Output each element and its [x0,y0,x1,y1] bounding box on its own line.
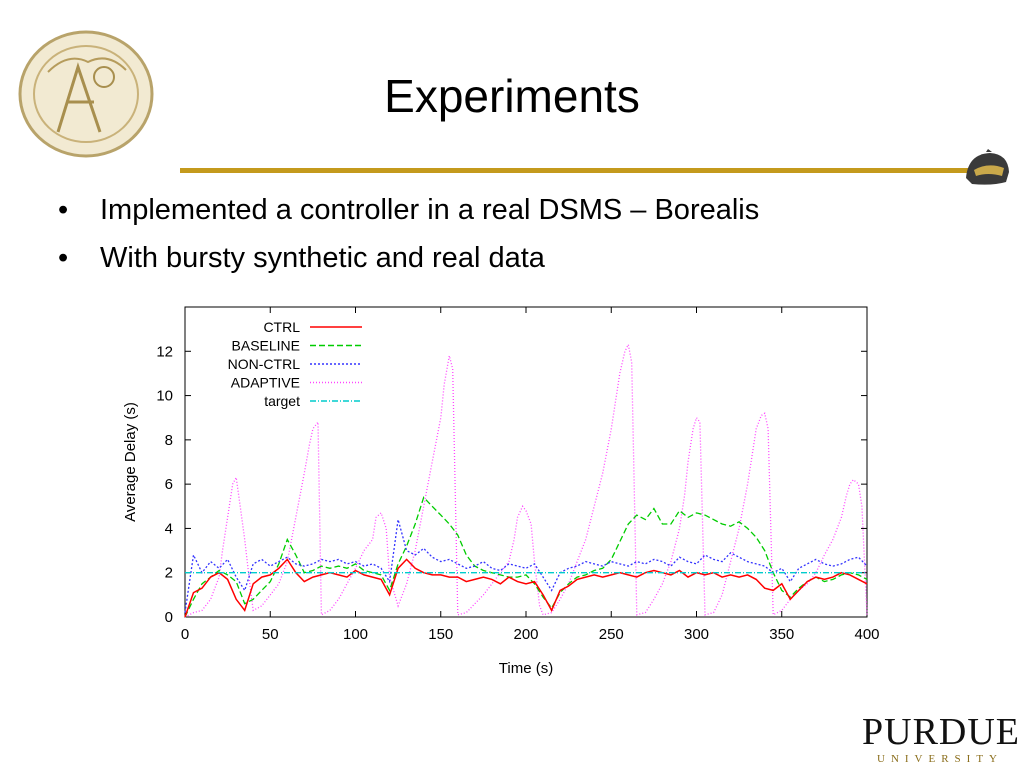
title-divider [180,168,980,173]
x-tick-label: 350 [769,626,794,643]
x-tick-label: 250 [599,626,624,643]
y-tick-label: 6 [165,476,173,493]
x-axis-label: Time (s) [499,660,553,677]
bullet-item: • With bursty synthetic and real data [58,234,759,282]
plot-frame [184,306,868,618]
x-tick-label: 200 [513,626,538,643]
y-tick-label: 8 [165,432,173,449]
y-axis-label: Average Delay (s) [122,402,139,522]
purdue-seal-logo [18,30,154,158]
bullet-item: • Implemented a controller in a real DSMS… [58,186,759,234]
bullet-text: With bursty synthetic and real data [100,242,545,274]
legend-label: BASELINE [232,338,300,354]
bullet-text: Implemented a controller in a real DSMS … [100,194,760,226]
legend-label: target [264,393,300,409]
bullet-list: • Implemented a controller in a real DSMS… [58,186,759,282]
logo-subtitle: UNIVERSITY [877,753,1003,765]
legend-label: CTRL [263,319,300,335]
legend-label: ADAPTIVE [231,375,300,391]
purdue-university-logo: PURDUE UNIVERSITY [862,711,1021,768]
x-tick-label: 400 [854,626,879,643]
bullet-dot-icon: • [58,194,69,226]
bullet-dot-icon: • [58,242,69,274]
logo-name: PURDUE [862,711,1021,753]
y-tick-label: 4 [165,520,173,537]
x-tick-label: 0 [181,626,189,643]
y-tick-label: 12 [156,343,173,360]
slide-title: Experiments [384,70,640,122]
x-tick-label: 300 [684,626,709,643]
delay-line-chart: 0 50 100 150 200 250 300 350 400 0 2 4 6 8 10 12 Time (s… [122,306,880,677]
y-tick-label: 0 [165,609,173,626]
x-tick-label: 100 [343,626,368,643]
purdue-helmet-icon [966,149,1009,185]
series-line-baseline [184,496,868,618]
y-tick-label: 10 [156,388,173,405]
y-tick-label: 2 [165,565,173,582]
series-line-ctrl [184,558,868,618]
x-tick-label: 50 [262,626,279,643]
legend-label: NON-CTRL [228,356,301,372]
x-tick-label: 150 [428,626,453,643]
